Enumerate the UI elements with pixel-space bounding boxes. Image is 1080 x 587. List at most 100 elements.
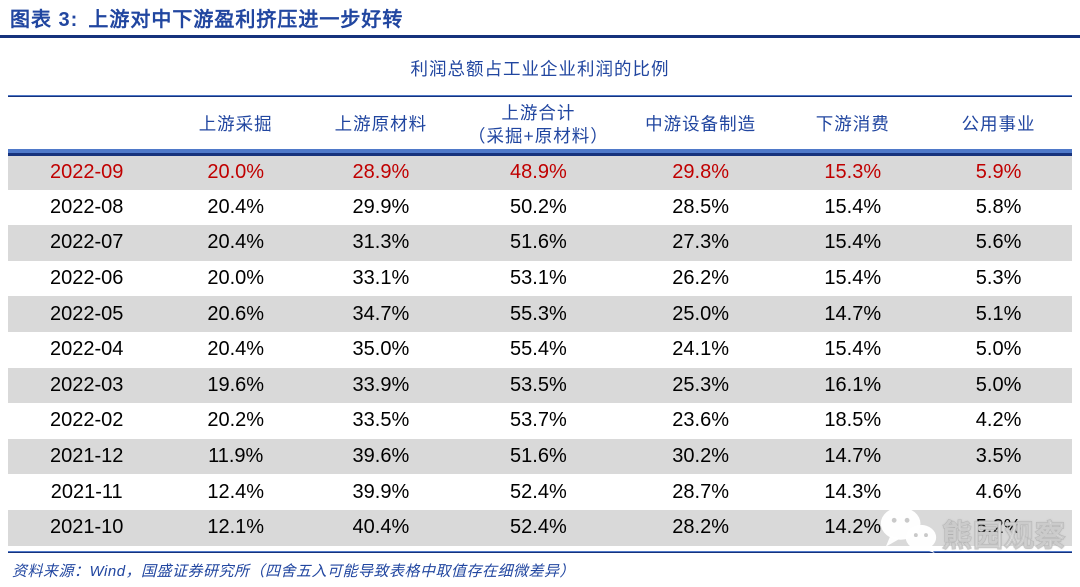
figure-title-row: 图表 3: 上游对中下游盈利挤压进一步好转 (0, 0, 1080, 33)
value-cell: 33.9% (352, 373, 410, 396)
table-row: 2021-10 12.1% 40.4% 52.4% 28.2% 14.2% 5.2% (8, 509, 1072, 546)
value-cell: 31.3% (352, 231, 410, 254)
date-cell: 2022-08 (50, 195, 124, 218)
value-cell: 15.4% (824, 195, 882, 218)
date-cell: 2022-07 (50, 231, 124, 254)
value-cell: 40.4% (352, 516, 410, 539)
table-body: 2022-09 20.0% 28.9% 48.9% 29.8% 15.3% 5.9% 2022… (8, 154, 1072, 546)
table-header-row: 上游采掘 上游原材料 上游合计 （采掘+原材料） 中游设备制造 下游消费 公用事业 (8, 97, 1072, 156)
value-cell: 11.9% (208, 445, 264, 468)
value-cell: 5.3% (975, 267, 1022, 290)
value-cell: 33.1% (352, 267, 410, 290)
date-cell: 2021-12 (50, 445, 124, 468)
value-cell: 39.9% (352, 480, 410, 503)
column-header: 上游采掘 (165, 97, 306, 156)
date-cell: 2022-04 (50, 338, 124, 361)
value-cell: 5.1% (975, 302, 1022, 325)
value-cell: 29.8% (672, 161, 729, 184)
value-cell: 20.6% (207, 302, 265, 325)
value-cell: 55.3% (510, 302, 567, 325)
value-cell: 34.7% (352, 302, 410, 325)
value-cell: 53.7% (510, 409, 567, 432)
value-cell: 52.4% (510, 480, 567, 503)
value-cell: 4.2% (975, 409, 1022, 432)
profit-share-table: 上游采掘 上游原材料 上游合计 （采掘+原材料） 中游设备制造 下游消费 公用事业 2022… (8, 97, 1072, 546)
value-cell: 15.4% (824, 231, 882, 254)
value-cell: 23.6% (672, 409, 729, 432)
value-cell: 27.3% (672, 231, 729, 254)
value-cell: 5.9% (975, 161, 1022, 184)
value-cell: 24.1% (672, 338, 729, 361)
date-cell: 2021-11 (50, 480, 123, 503)
value-cell: 28.7% (672, 480, 729, 503)
value-cell: 51.6% (510, 445, 567, 468)
value-cell: 19.6% (207, 373, 265, 396)
table-row: 2022-03 19.6% 33.9% 53.5% 25.3% 16.1% 5.0% (8, 367, 1072, 404)
date-cell: 2021-10 (50, 516, 124, 539)
value-cell: 25.0% (672, 302, 729, 325)
value-cell: 14.7% (824, 445, 882, 468)
table-row: 2021-11 12.4% 39.9% 52.4% 28.7% 14.3% 4.6% (8, 474, 1072, 510)
value-cell: 26.2% (672, 267, 729, 290)
value-cell: 14.7% (824, 302, 882, 325)
column-header: 上游原材料 (305, 97, 456, 156)
value-cell: 20.0% (207, 161, 265, 184)
value-cell: 53.1% (510, 267, 567, 290)
value-cell: 18.5% (824, 409, 882, 432)
table-bottom-divider (8, 550, 1072, 553)
value-cell: 14.2% (824, 516, 882, 539)
date-cell: 2022-02 (50, 409, 124, 432)
value-cell: 20.4% (207, 338, 265, 361)
value-cell: 29.9% (352, 195, 410, 218)
date-cell: 2022-09 (50, 161, 124, 184)
date-column-header (8, 97, 166, 156)
value-cell: 25.3% (672, 373, 729, 396)
value-cell: 28.5% (672, 195, 729, 218)
source-note: 资料来源：Wind，国盛证券研究所（四舍五入可能导致表格中取值存在细微差异） (12, 562, 576, 580)
value-cell: 28.2% (672, 516, 729, 539)
value-cell: 35.0% (352, 338, 410, 361)
value-cell: 5.0% (975, 338, 1022, 361)
value-cell: 50.2% (510, 195, 567, 218)
value-cell: 20.4% (207, 195, 265, 218)
table-row: 2022-06 20.0% 33.1% 53.1% 26.2% 15.4% 5.3% (8, 261, 1072, 297)
figure-title: 上游对中下游盈利挤压进一步好转 (88, 9, 404, 31)
value-cell: 15.3% (824, 161, 882, 184)
value-cell: 5.8% (975, 195, 1022, 218)
value-cell: 55.4% (510, 338, 567, 361)
value-cell: 16.1% (824, 373, 882, 396)
value-cell: 39.6% (352, 445, 410, 468)
figure-label: 图表 3: (10, 9, 79, 31)
value-cell: 20.2% (207, 409, 265, 432)
table-row: 2022-04 20.4% 35.0% 55.4% 24.1% 15.4% 5.0% (8, 332, 1072, 368)
value-cell: 52.4% (510, 516, 567, 539)
value-cell: 15.4% (824, 267, 882, 290)
table-title: 利润总额占工业企业利润的比例 (410, 59, 670, 79)
value-cell: 48.9% (510, 161, 567, 184)
value-cell: 20.4% (207, 231, 265, 254)
table-row: 2022-08 20.4% 29.9% 50.2% 28.5% 15.4% 5.8% (8, 190, 1072, 226)
table-header: 上游采掘 上游原材料 上游合计 （采掘+原材料） 中游设备制造 下游消费 公用事业 (8, 97, 1072, 156)
table-row: 2022-05 20.6% 34.7% 55.3% 25.0% 14.7% 5.1% (8, 296, 1072, 332)
table-area: 利润总额占工业企业利润的比例 上游采掘 上游原材料 上游合计 （采掘+原材料） 中游设备… (8, 38, 1072, 581)
column-header: 下游消费 (780, 97, 926, 156)
value-cell: 15.4% (824, 338, 882, 361)
value-cell: 33.5% (352, 409, 410, 432)
table-row: 2021-12 11.9% 39.6% 51.6% 30.2% 14.7% 3.5% (8, 438, 1072, 475)
value-cell: 4.6% (975, 480, 1022, 503)
date-cell: 2022-06 (50, 267, 124, 290)
table-row: 2022-02 20.2% 33.5% 53.7% 23.6% 18.5% 4.2% (8, 403, 1072, 439)
value-cell: 53.5% (510, 373, 567, 396)
value-cell: 12.4% (207, 480, 265, 503)
value-cell: 51.6% (510, 231, 567, 254)
date-cell: 2022-03 (50, 373, 124, 396)
value-cell: 30.2% (672, 445, 729, 468)
header-top-divider (8, 95, 1072, 97)
column-header: 公用事业 (925, 97, 1072, 156)
value-cell: 28.9% (352, 161, 410, 184)
value-cell: 20.0% (207, 267, 265, 290)
column-header: 上游合计 （采掘+原材料） (455, 97, 621, 156)
value-cell: 5.2% (975, 516, 1022, 539)
column-header: 中游设备制造 (620, 97, 781, 156)
